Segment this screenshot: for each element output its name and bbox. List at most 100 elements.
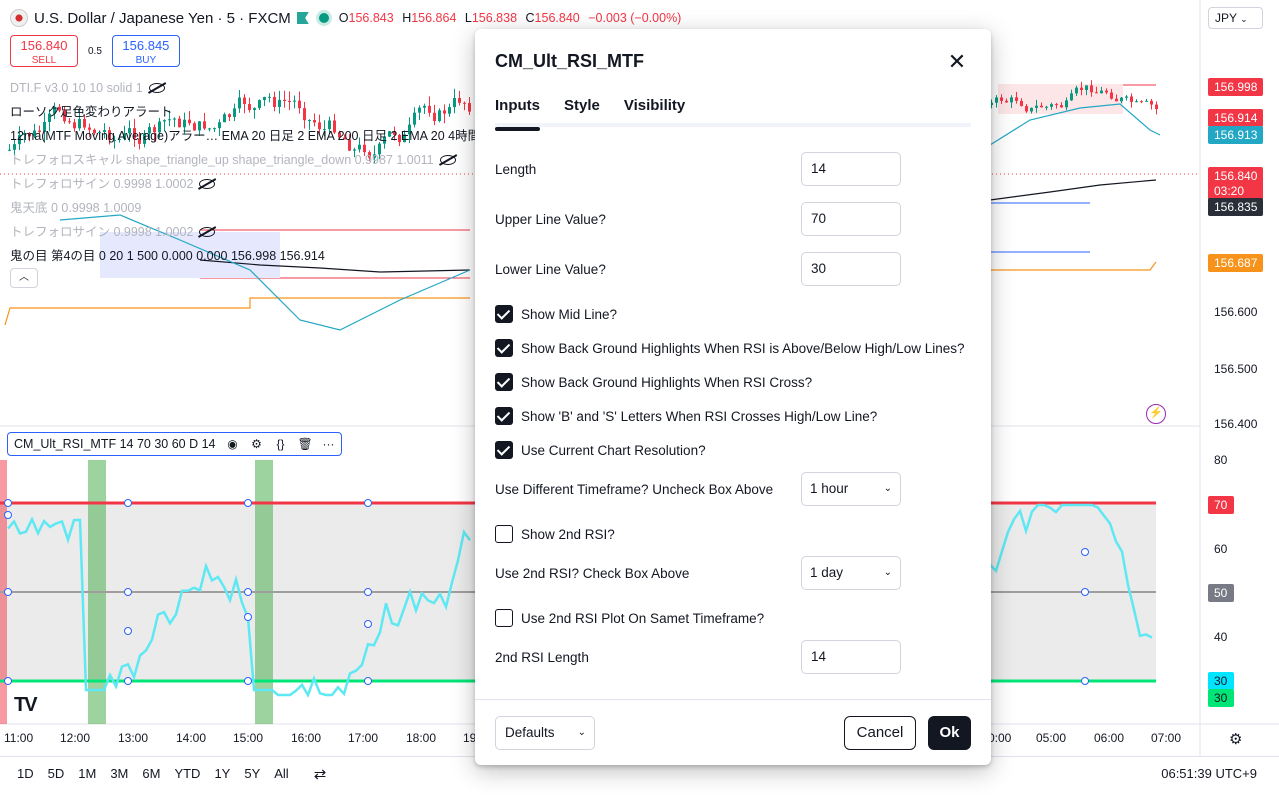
use-current-resolution-checkbox[interactable] — [495, 441, 513, 459]
price-pane — [0, 80, 1200, 331]
show-mid-line-row[interactable]: Show Mid Line? — [495, 302, 971, 326]
second-timeframe-select[interactable]: 1 day ⌄ — [801, 556, 901, 590]
candle-body — [383, 136, 386, 144]
hidden-eye-icon[interactable] — [148, 83, 165, 93]
range-button-1y[interactable]: 1Y — [214, 766, 231, 781]
length-input[interactable]: 14 — [801, 152, 901, 186]
lower-line-input[interactable]: 30 — [801, 252, 901, 286]
candle-body — [163, 120, 166, 122]
range-button-1m[interactable]: 1M — [78, 766, 97, 781]
show-bg-highlights-checkbox[interactable] — [495, 339, 513, 357]
flag-icon[interactable] — [296, 12, 309, 24]
second-rsi-length-row: 2nd RSI Length 14 — [495, 640, 971, 674]
candle-body — [358, 144, 361, 150]
use-current-resolution-row[interactable]: Use Current Chart Resolution? — [495, 438, 971, 462]
tab-inputs[interactable]: Inputs — [495, 97, 540, 131]
indicator-legend-item[interactable]: トレフォロスキャル shape_triangle_up shape_triang… — [10, 148, 480, 172]
currency-button[interactable]: JPY ⌄ — [1208, 7, 1263, 29]
line-anchor-handle — [4, 511, 12, 519]
source-code-icon[interactable]: {} — [276, 437, 285, 451]
rsi-upper-tag: 70 — [1208, 496, 1234, 514]
range-button-1d[interactable]: 1D — [17, 766, 34, 781]
show-bs-letters-row[interactable]: Show 'B' and 'S' Letters When RSI Crosse… — [495, 404, 971, 428]
ok-button[interactable]: Ok — [928, 716, 971, 750]
show-mid-line-checkbox[interactable] — [495, 305, 513, 323]
second-same-timeframe-checkbox[interactable] — [495, 609, 513, 627]
candle-body — [123, 133, 126, 139]
line-anchor-handle — [364, 620, 372, 628]
close-icon[interactable]: ✕ — [947, 49, 967, 74]
candle-body — [148, 127, 151, 134]
different-timeframe-select[interactable]: 1 hour ⌄ — [801, 472, 901, 506]
candle-body — [1015, 97, 1018, 101]
candle-body — [43, 121, 46, 132]
line-anchor-handle — [244, 588, 252, 596]
candle-body — [1080, 87, 1083, 91]
rsi-legend[interactable]: CM_Ult_RSI_MTF 14 70 30 60 D 14 ◉ ⚙ {} 🗑… — [7, 432, 343, 456]
hidden-eye-icon[interactable] — [199, 179, 216, 189]
price-tag: 156.913 — [1208, 126, 1263, 144]
time-axis[interactable]: 11:00 12:00 13:00 14:00 15:00 16:00 17:00 18:00… — [0, 729, 1200, 747]
symbol-title[interactable]: U.S. Dollar / Japanese Yen · 5 · FXCM — [34, 9, 291, 27]
hidden-eye-icon[interactable] — [439, 155, 456, 165]
candle-body — [423, 105, 426, 108]
dialog-tabs: Inputs Style Visibility — [495, 97, 971, 131]
candle-body — [388, 131, 391, 137]
indicator-legend-item[interactable]: 鬼の目 第4の目 0 20 1 500 0.000 0.000 156.998 … — [10, 249, 325, 263]
candle-body — [138, 138, 141, 144]
indicator-legend-item[interactable]: 12ma(MTF Moving Average)アラー… EMA 20 日足 2… — [10, 129, 481, 143]
line-anchor-handle — [4, 588, 12, 596]
candle-body — [238, 97, 241, 109]
show-bg-cross-row[interactable]: Show Back Ground Highlights When RSI Cro… — [495, 370, 971, 394]
range-button-3m[interactable]: 3M — [110, 766, 129, 781]
tab-visibility[interactable]: Visibility — [623, 97, 686, 114]
line-anchor-handle — [244, 677, 252, 685]
gear-icon[interactable]: ⚙ — [251, 437, 262, 451]
more-icon[interactable]: ··· — [322, 437, 335, 451]
candle-body — [378, 143, 381, 155]
lightning-icon[interactable]: ⚡ — [1146, 404, 1166, 424]
indicator-legend-item[interactable]: トレフォロサイン 0.9998 1.0002 — [10, 172, 480, 196]
show-2nd-rsi-checkbox[interactable] — [495, 525, 513, 543]
candle-body — [288, 101, 291, 103]
collapse-legend-button[interactable]: ︿ — [10, 268, 38, 288]
calendar-range-icon[interactable]: ⇄ — [313, 765, 327, 783]
show-bg-cross-checkbox[interactable] — [495, 373, 513, 391]
chart-settings-gear-icon[interactable]: ⚙ — [1229, 731, 1243, 748]
range-button-6m[interactable]: 6M — [142, 766, 161, 781]
price-tag: 156.840 — [1208, 167, 1263, 185]
trash-icon[interactable]: 🗑 — [297, 437, 313, 451]
range-button-ytd[interactable]: YTD — [174, 766, 201, 781]
candle-body — [208, 128, 211, 130]
show-bg-highlights-row[interactable]: Show Back Ground Highlights When RSI is … — [495, 336, 971, 360]
candle-body — [373, 154, 376, 158]
buy-button[interactable]: 156.845 BUY — [111, 35, 180, 67]
indicator-legend-item[interactable]: ローソク足色変わりアラート — [10, 105, 173, 119]
show-2nd-rsi-row[interactable]: Show 2nd RSI? — [495, 522, 971, 546]
candle-body — [108, 130, 111, 141]
show-bs-letters-checkbox[interactable] — [495, 407, 513, 425]
second-rsi-length-input[interactable]: 14 — [801, 640, 901, 674]
eye-icon[interactable]: ◉ — [227, 437, 238, 451]
tab-style[interactable]: Style — [564, 97, 600, 114]
candle-body — [178, 118, 181, 128]
range-button-5d[interactable]: 5D — [47, 766, 65, 781]
cancel-button[interactable]: Cancel — [844, 716, 916, 750]
hidden-eye-icon[interactable] — [199, 227, 216, 237]
sell-button[interactable]: 156.840 SELL — [10, 35, 78, 67]
upper-line-input[interactable]: 70 — [801, 202, 901, 236]
second-same-timeframe-row[interactable]: Use 2nd RSI Plot On Samet Timeframe? — [495, 606, 971, 630]
candle-body — [243, 97, 246, 104]
line-anchor-handle — [1081, 677, 1089, 685]
clock[interactable]: 06:51:39 UTC+9 — [1161, 766, 1257, 781]
indicator-legend-item[interactable]: DTI.F v3.0 10 10 solid 1 — [10, 76, 480, 100]
candle-body — [1120, 97, 1123, 102]
defaults-dropdown[interactable]: Defaults ⌄ — [495, 716, 595, 750]
dialog-footer: Defaults ⌄ Cancel Ok — [475, 699, 991, 765]
candle-body — [1045, 106, 1048, 108]
candle-body — [58, 106, 61, 111]
range-button-all[interactable]: All — [274, 766, 289, 781]
indicator-legend-item[interactable]: トレフォロサイン 0.9998 1.0002 — [10, 220, 480, 244]
range-button-5y[interactable]: 5Y — [244, 766, 261, 781]
indicator-legend-item[interactable]: 鬼天底 0 0.9998 1.0009 — [10, 201, 142, 215]
